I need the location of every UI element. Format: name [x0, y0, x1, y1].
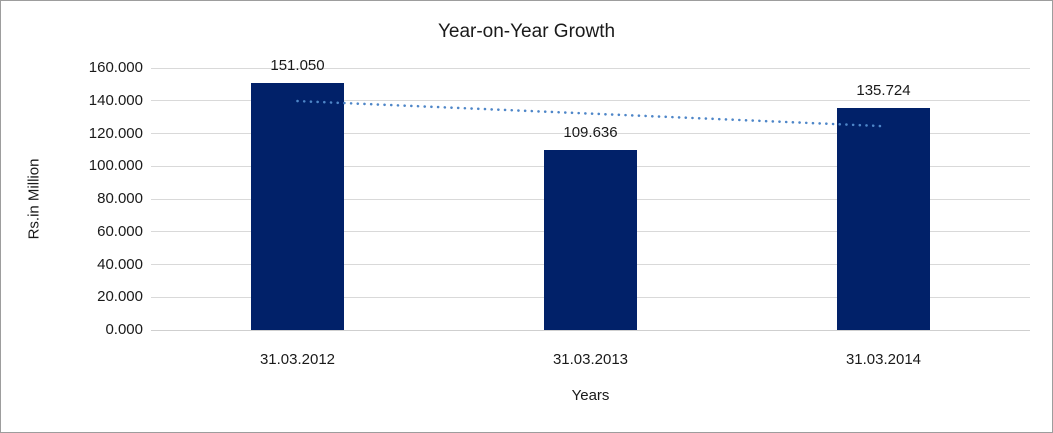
- y-tick-label: 0.000: [105, 321, 143, 338]
- trendline-dotted-line: [296, 99, 885, 128]
- bar-31.03.2013: [544, 150, 637, 330]
- bar-31.03.2014: [837, 107, 930, 330]
- x-axis-title: Years: [571, 387, 610, 404]
- y-tick-label: 160.000: [88, 59, 143, 76]
- data-label: 135.724: [856, 81, 911, 99]
- y-tick-label: 40.000: [97, 255, 143, 273]
- y-gridline: [151, 67, 1030, 69]
- x-tick-label: 31.03.2013: [552, 351, 629, 368]
- y-tick-label: 140.000: [88, 91, 143, 109]
- data-label: 109.636: [563, 124, 618, 142]
- y-tick-label: 80.000: [97, 190, 143, 207]
- x-axis-line: [151, 329, 1030, 331]
- y-gridline: [151, 133, 1030, 134]
- y-tick-label: 60.000: [97, 222, 143, 240]
- y-tick-label: 20.000: [97, 288, 143, 306]
- x-tick-label: 31.03.2014: [845, 351, 922, 368]
- y-tick-label: 100.000: [88, 157, 143, 175]
- y-tick-label: 120.000: [88, 124, 143, 142]
- bar-31.03.2012: [251, 82, 344, 330]
- data-label: 151.050: [270, 56, 325, 74]
- x-tick-label: 31.03.2012: [259, 351, 336, 368]
- y-axis-title: Rs.in Million: [25, 158, 43, 240]
- chart-title: Year-on-Year Growth: [437, 21, 616, 42]
